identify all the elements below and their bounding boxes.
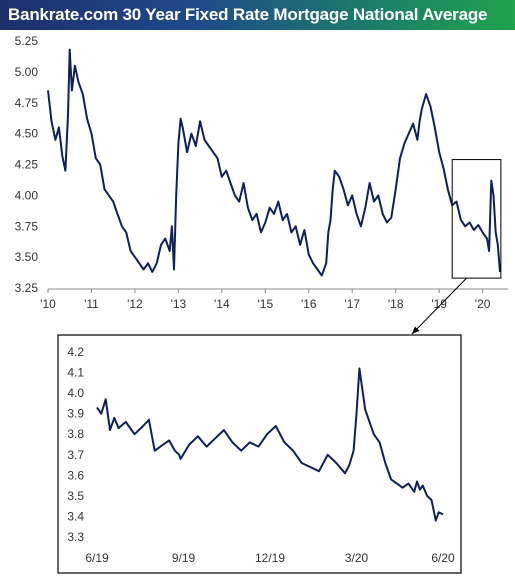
inset-y-tick-label: 3.6 <box>67 468 84 482</box>
inset-x-tick-label: 12/19 <box>255 551 285 565</box>
inset-x-tick-label: 9/19 <box>172 551 196 565</box>
x-tick-label: '18 <box>388 297 404 311</box>
connector-arrowhead <box>412 326 420 334</box>
y-tick-label: 3.75 <box>15 219 39 233</box>
highlight-box <box>451 159 502 279</box>
x-tick-label: '10 <box>40 297 56 311</box>
x-tick-label: '17 <box>344 297 360 311</box>
inset-y-tick-label: 3.9 <box>67 407 84 421</box>
x-tick-label: '12 <box>127 297 143 311</box>
inset-y-tick-label: 3.4 <box>67 509 84 523</box>
y-tick-label: 5.25 <box>15 34 39 48</box>
inset-y-tick-label: 3.7 <box>67 448 84 462</box>
x-tick-label: '19 <box>431 297 447 311</box>
x-tick-label: '20 <box>475 297 491 311</box>
inset-y-tick-label: 4.0 <box>67 386 84 400</box>
inset-x-tick-label: 6/20 <box>431 551 455 565</box>
y-tick-label: 5.00 <box>15 65 39 79</box>
y-tick-label: 4.00 <box>15 188 39 202</box>
x-tick-label: '11 <box>84 297 99 311</box>
inset-y-tick-label: 3.3 <box>67 530 84 544</box>
y-tick-label: 3.50 <box>15 250 39 264</box>
y-tick-label: 4.75 <box>15 96 39 110</box>
main-chart: 3.25 3.50 3.75 4.00 4.25 4.50 4.75 5.00 5.25 '10 '… <box>15 34 508 311</box>
inset-y-tick-label: 4.2 <box>67 345 84 359</box>
x-tick-label: '14 <box>214 297 230 311</box>
inset-chart: 3.3 3.4 3.5 3.6 3.7 3.8 3.9 4.0 4.1 4.2 6/19 9/19 12… <box>57 277 467 574</box>
inset-series-line <box>96 367 444 522</box>
connector-arrow <box>411 277 467 335</box>
inset-x-tick-label: 3/20 <box>345 551 369 565</box>
inset-y-tick-label: 3.5 <box>67 489 84 503</box>
chart-title: Bankrate.com 30 Year Fixed Rate Mortgage… <box>8 5 488 24</box>
series-line <box>47 48 501 277</box>
inset-x-tick-label: 6/19 <box>85 551 109 565</box>
y-tick-label: 4.50 <box>15 127 39 141</box>
title-bar: Bankrate.com 30 Year Fixed Rate Mortgage… <box>0 0 515 30</box>
inset-y-tick-label: 4.1 <box>67 366 84 380</box>
y-tick-label: 4.25 <box>15 158 39 172</box>
x-tick-label: '15 <box>257 297 273 311</box>
inset-frame <box>57 334 462 574</box>
x-tick-label: '16 <box>301 297 317 311</box>
y-tick-label: 3.25 <box>15 281 39 295</box>
x-tick-label: '13 <box>171 297 187 311</box>
inset-y-tick-label: 3.8 <box>67 427 84 441</box>
